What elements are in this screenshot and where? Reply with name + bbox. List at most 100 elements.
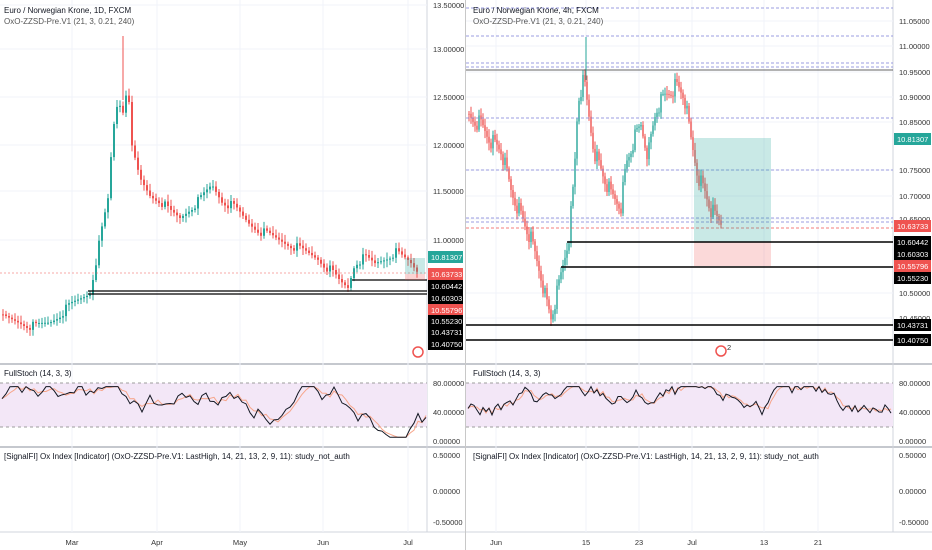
candle[interactable] <box>14 319 16 321</box>
candle[interactable] <box>498 145 499 150</box>
candle[interactable] <box>374 260 376 263</box>
candle[interactable] <box>558 279 559 285</box>
candle[interactable] <box>598 152 599 161</box>
candle[interactable] <box>542 281 543 294</box>
candle[interactable] <box>95 265 97 280</box>
candle[interactable] <box>266 228 268 230</box>
candle[interactable] <box>684 98 685 108</box>
candle[interactable] <box>564 258 565 265</box>
candle[interactable] <box>197 197 199 208</box>
candle[interactable] <box>496 140 497 145</box>
candle[interactable] <box>582 75 583 97</box>
candle[interactable] <box>164 202 166 207</box>
4h-chart-canvas[interactable]: 11.0500011.0000010.9500010.9000010.85000… <box>466 0 932 550</box>
candle[interactable] <box>610 182 611 190</box>
candle[interactable] <box>179 215 181 218</box>
candle[interactable] <box>71 302 73 303</box>
daily-chart-canvas[interactable]: 13.5000013.0000012.5000012.0000011.50000… <box>0 0 465 550</box>
candle[interactable] <box>556 286 557 309</box>
candle[interactable] <box>158 201 160 203</box>
candle[interactable] <box>480 115 481 119</box>
candle[interactable] <box>494 135 495 140</box>
candle[interactable] <box>113 124 115 157</box>
candle[interactable] <box>176 213 178 216</box>
candle[interactable] <box>530 232 531 242</box>
candle[interactable] <box>8 316 10 318</box>
candle[interactable] <box>692 137 693 150</box>
candle[interactable] <box>690 122 691 138</box>
candle[interactable] <box>404 255 406 258</box>
candle[interactable] <box>674 79 675 96</box>
candle[interactable] <box>2 314 4 315</box>
candle[interactable] <box>74 301 76 302</box>
candle[interactable] <box>257 230 259 233</box>
candle[interactable] <box>359 265 361 266</box>
candle[interactable] <box>604 176 605 184</box>
candle[interactable] <box>580 97 581 101</box>
candle[interactable] <box>662 94 663 95</box>
candle[interactable] <box>608 182 609 192</box>
chart-pane-daily[interactable]: 13.50000 13.00000 12.50000 12.00000 11.50000… <box>0 0 465 550</box>
candle[interactable] <box>526 226 527 234</box>
candle[interactable] <box>574 159 575 187</box>
candle[interactable] <box>20 322 22 324</box>
candle[interactable] <box>182 216 184 218</box>
candle[interactable] <box>638 126 639 127</box>
candle[interactable] <box>17 321 19 323</box>
candle[interactable] <box>194 209 196 211</box>
candle[interactable] <box>377 262 379 263</box>
candle[interactable] <box>122 106 124 113</box>
candle[interactable] <box>275 235 277 237</box>
candle[interactable] <box>660 94 661 112</box>
candle[interactable] <box>550 309 551 319</box>
candle[interactable] <box>392 258 394 259</box>
candle[interactable] <box>626 160 627 168</box>
candle[interactable] <box>510 179 511 190</box>
candle[interactable] <box>642 125 643 136</box>
candle[interactable] <box>522 211 523 219</box>
candle[interactable] <box>552 314 553 319</box>
candle[interactable] <box>356 265 358 268</box>
candle[interactable] <box>618 204 619 209</box>
candle[interactable] <box>596 152 597 162</box>
candle[interactable] <box>666 94 667 95</box>
candle[interactable] <box>368 255 370 258</box>
candle[interactable] <box>32 322 34 330</box>
candle[interactable] <box>656 113 657 117</box>
candle[interactable] <box>35 322 37 323</box>
candle[interactable] <box>116 107 118 124</box>
candle[interactable] <box>242 212 244 216</box>
candle[interactable] <box>215 187 217 192</box>
alert-icon[interactable] <box>716 346 726 356</box>
candle[interactable] <box>592 133 593 149</box>
candle[interactable] <box>654 117 655 125</box>
candle[interactable] <box>224 203 226 206</box>
candle[interactable] <box>512 190 513 198</box>
candle[interactable] <box>254 227 256 230</box>
candle[interactable] <box>590 117 591 133</box>
candle[interactable] <box>658 113 659 114</box>
candle[interactable] <box>350 278 352 288</box>
candle[interactable] <box>468 114 469 115</box>
candle[interactable] <box>68 303 70 305</box>
candle[interactable] <box>672 96 673 97</box>
candle[interactable] <box>470 114 471 118</box>
candle[interactable] <box>486 131 487 137</box>
candle[interactable] <box>652 125 653 133</box>
candle[interactable] <box>104 212 106 226</box>
candle[interactable] <box>383 260 385 261</box>
candle[interactable] <box>502 154 503 165</box>
candle[interactable] <box>612 189 613 194</box>
candle[interactable] <box>664 94 665 95</box>
candle[interactable] <box>371 258 373 261</box>
candle[interactable] <box>686 106 687 109</box>
candle[interactable] <box>92 280 94 295</box>
candle[interactable] <box>5 314 7 316</box>
candle[interactable] <box>620 209 621 214</box>
candle[interactable] <box>293 248 295 251</box>
candle[interactable] <box>29 328 31 330</box>
candle[interactable] <box>680 87 681 92</box>
candle[interactable] <box>188 212 190 214</box>
candle[interactable] <box>152 196 154 198</box>
candle[interactable] <box>514 198 515 206</box>
